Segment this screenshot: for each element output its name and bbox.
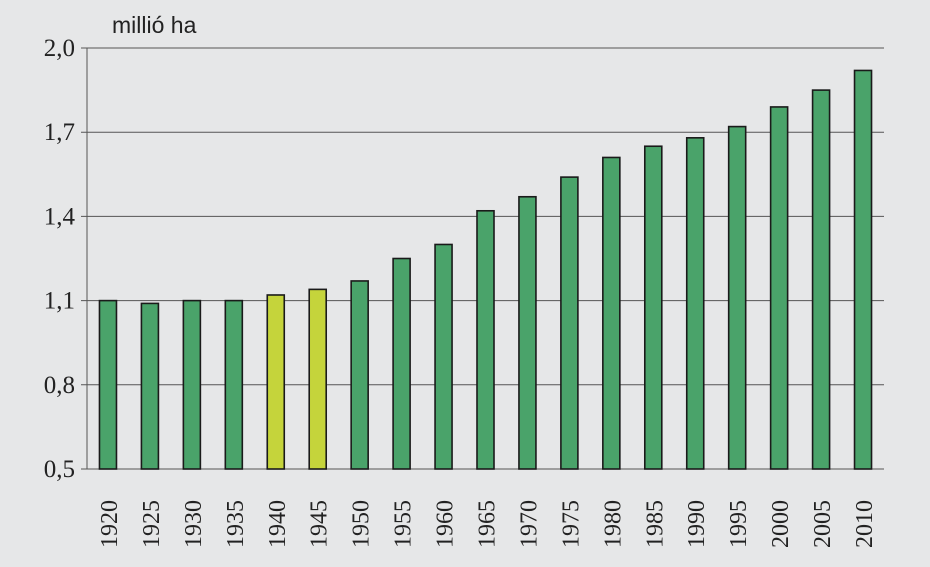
bar-1930 [182, 299, 202, 470]
bar-1950 [350, 280, 369, 470]
y-tick-label: 1,1 [44, 288, 75, 315]
y-axis-unit-label: millió ha [112, 12, 197, 38]
y-tick-label: 1,4 [44, 203, 76, 230]
bar-1965 [476, 209, 495, 470]
x-tick-label: 1950 [349, 500, 375, 548]
y-tick-label: 0,8 [44, 372, 75, 399]
bar-1990 [685, 137, 705, 470]
x-tick-label: 1925 [139, 500, 165, 548]
bar-1945 [308, 288, 328, 470]
x-tick-label: 1985 [642, 500, 668, 548]
y-tick-label: 2,0 [44, 35, 75, 62]
x-tick-label: 1965 [475, 500, 501, 548]
x-tick-label: 1940 [265, 500, 291, 548]
bar-1935 [224, 299, 244, 470]
x-tick-label: 2010 [852, 500, 878, 548]
x-tick-label: 1955 [391, 500, 417, 548]
x-tick-label: 1980 [600, 500, 626, 548]
x-tick-label: 2000 [768, 500, 794, 548]
bar-1940 [266, 294, 286, 470]
bar-1925 [140, 302, 160, 470]
bar-1960 [434, 243, 453, 470]
bar-1970 [518, 195, 537, 470]
x-tick-label: 1995 [726, 500, 752, 548]
y-tick-label: 0,5 [44, 456, 75, 483]
bar-1985 [643, 145, 663, 470]
x-tick-label: 2005 [810, 500, 836, 548]
bar-1920 [98, 299, 118, 470]
x-tick-label: 1935 [223, 500, 249, 548]
x-tick-label: 1930 [181, 500, 207, 548]
bar-2005 [811, 89, 831, 470]
x-tick-label: 1945 [307, 500, 333, 548]
x-tick-label: 1960 [433, 500, 459, 548]
bar-1980 [602, 156, 621, 470]
bar-1955 [392, 257, 411, 470]
x-tick-label: 1975 [558, 500, 584, 548]
x-tick-label: 1970 [516, 500, 542, 548]
bar-1995 [727, 125, 747, 470]
y-tick-label: 1,7 [44, 119, 75, 146]
bar-2000 [769, 106, 789, 470]
x-tick-label: 1920 [97, 500, 123, 548]
bar-1975 [560, 176, 579, 470]
bar-2010 [853, 69, 873, 470]
x-tick-label: 1990 [684, 500, 710, 548]
